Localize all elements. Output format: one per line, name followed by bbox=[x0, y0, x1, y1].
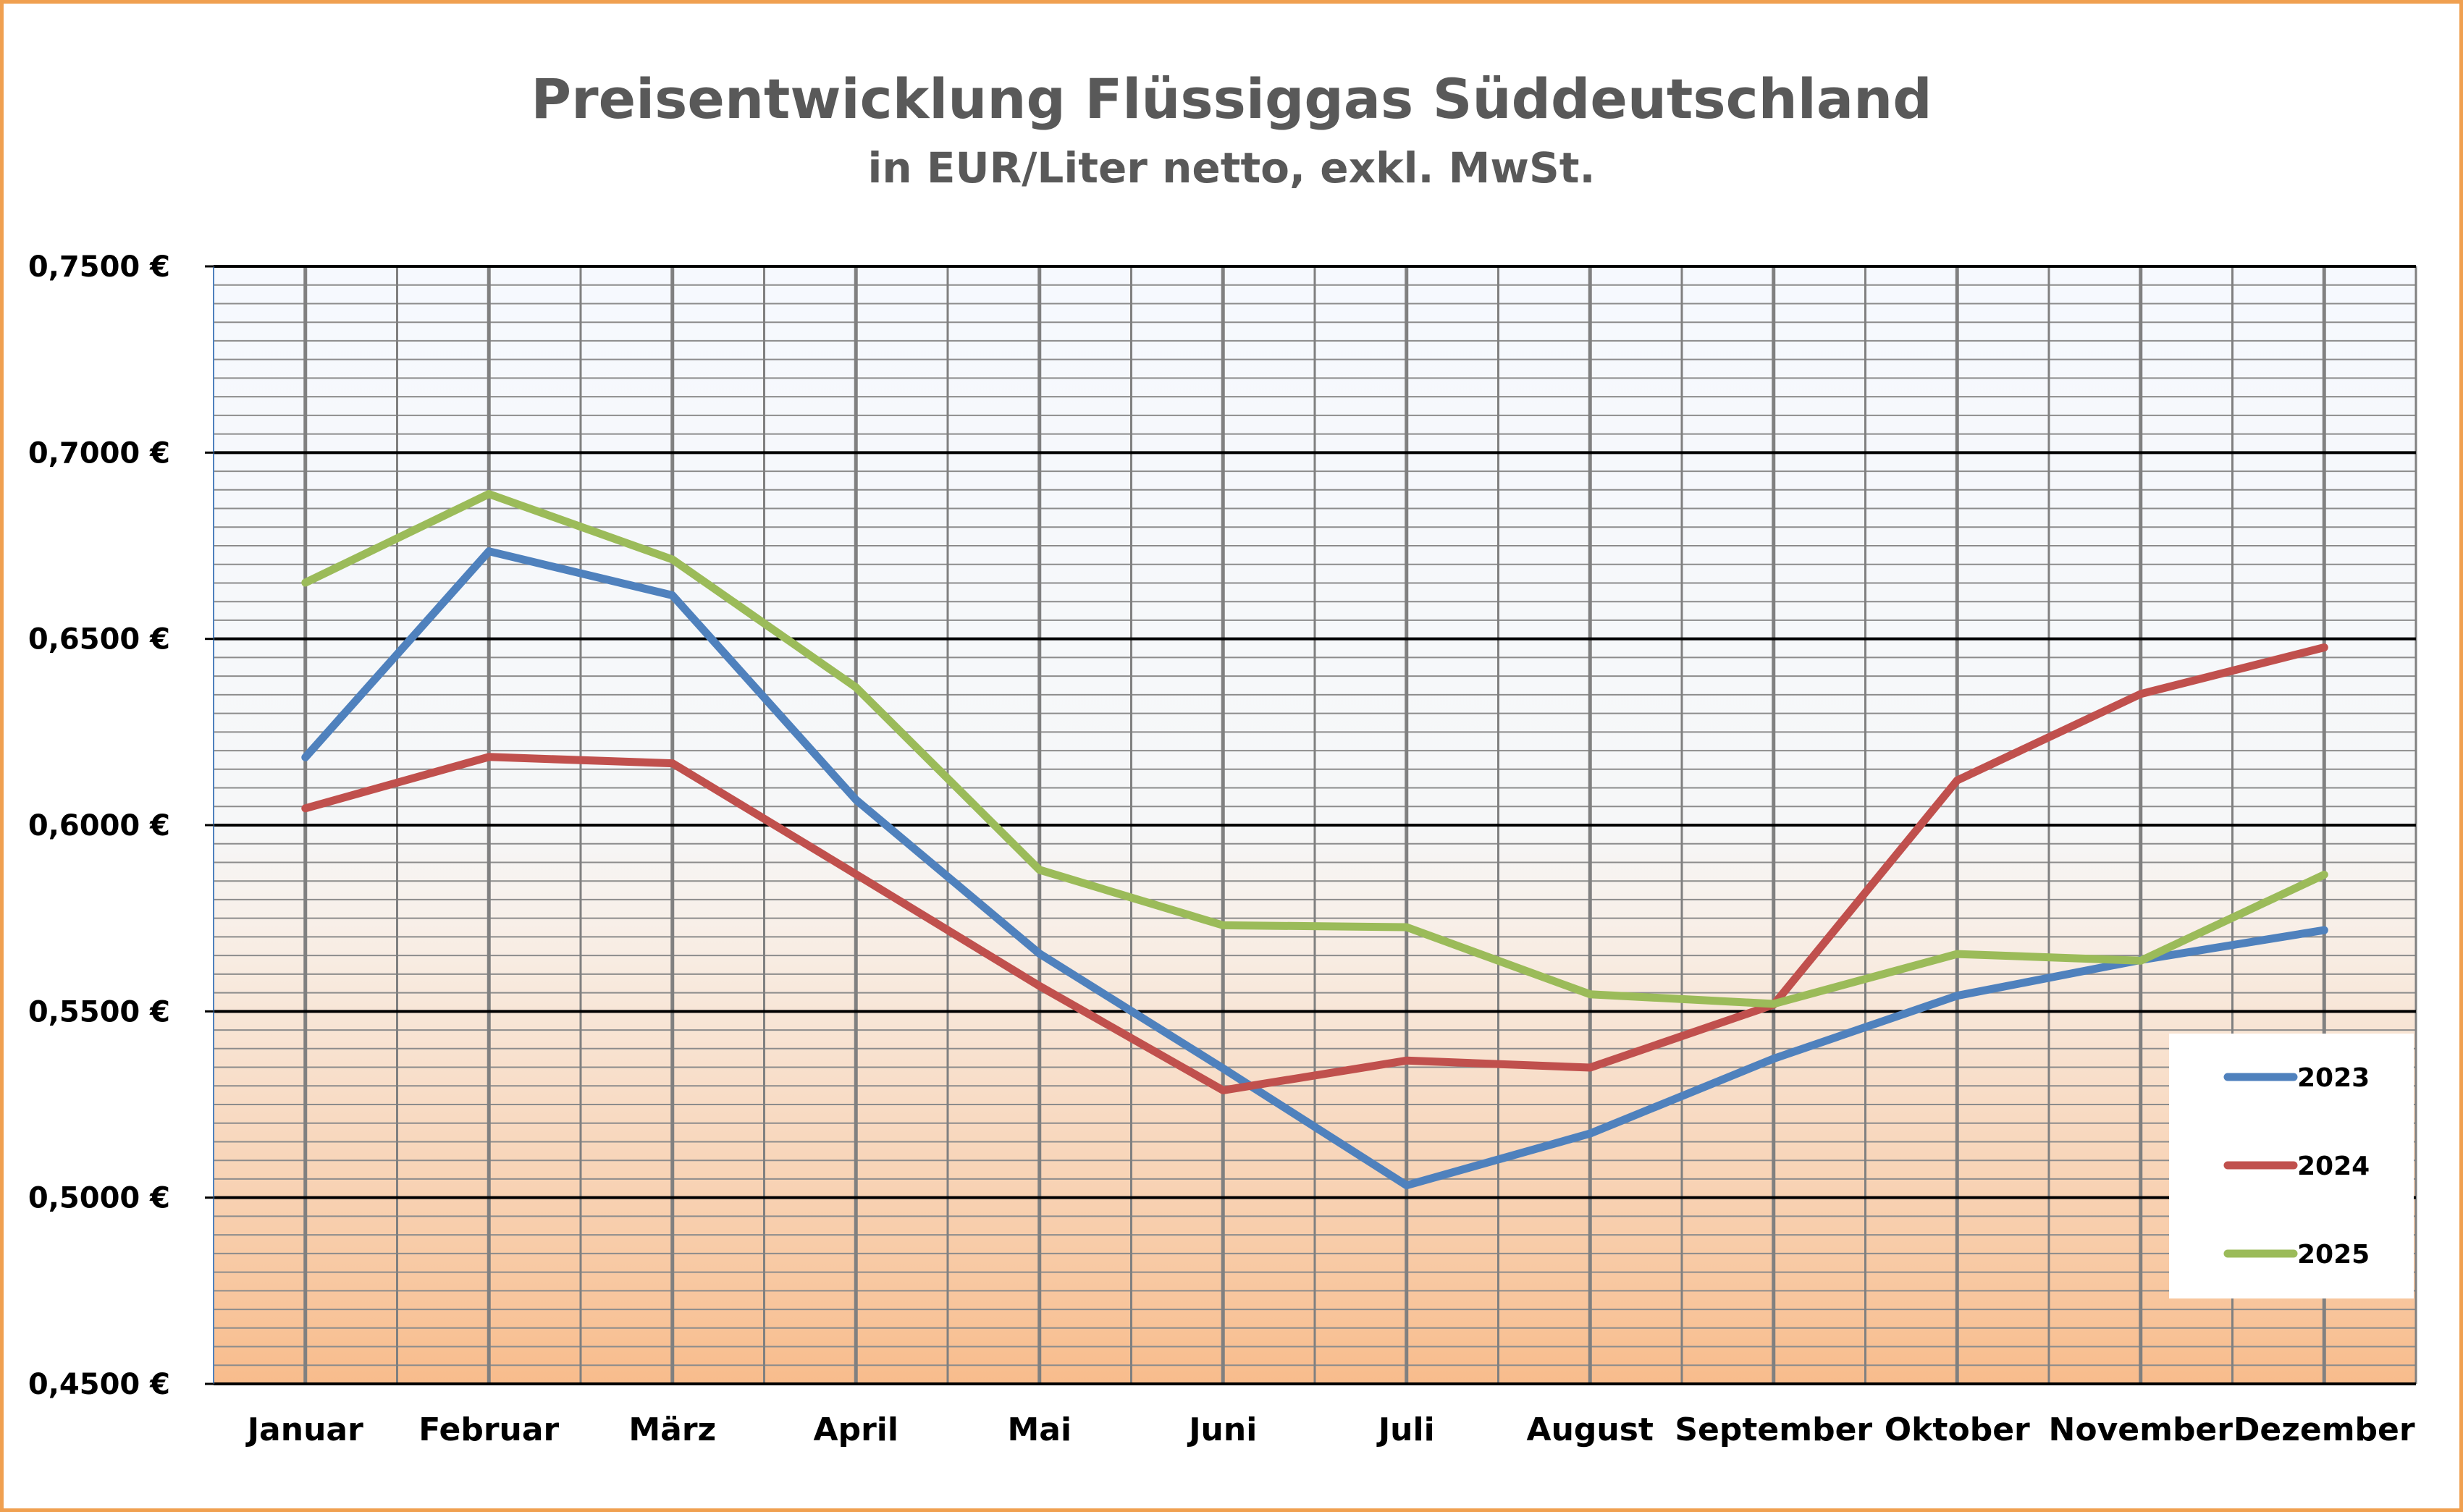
data-point-2023 bbox=[2323, 929, 2325, 931]
series-line-2023 bbox=[301, 547, 2328, 1190]
series-line-2025 bbox=[301, 490, 2328, 1008]
data-point-2024 bbox=[1222, 1089, 1224, 1091]
data-point-2025 bbox=[1039, 869, 1040, 871]
y-tick-label: 0,6000 € bbox=[28, 809, 170, 842]
x-tick-label: Juli bbox=[1376, 1411, 1435, 1448]
data-point-2023 bbox=[1222, 1068, 1224, 1069]
data-point-2025 bbox=[2140, 960, 2142, 961]
x-tick-label: Februar bbox=[418, 1411, 559, 1448]
data-point-2024 bbox=[305, 808, 306, 809]
x-axis-ticks: Januar Februar März April Mai Juni Juli August S… bbox=[245, 1411, 2415, 1448]
data-point-2023 bbox=[1039, 953, 1040, 955]
x-tick-label: September bbox=[1675, 1411, 1872, 1448]
chart-title: Preisentwicklung Flüssiggas Süddeutschla… bbox=[531, 67, 1932, 131]
data-point-2024 bbox=[1406, 1060, 1407, 1061]
data-point-2024 bbox=[1039, 985, 1040, 987]
data-point-2024 bbox=[1589, 1067, 1591, 1068]
data-point-2023 bbox=[1589, 1133, 1591, 1134]
x-tick-label: August bbox=[1527, 1411, 1654, 1448]
x-tick-label: Oktober bbox=[1885, 1411, 2030, 1448]
data-point-2023 bbox=[305, 756, 306, 758]
data-point-2024 bbox=[855, 874, 856, 875]
data-point-2025 bbox=[305, 582, 306, 583]
y-tick-label: 0,6500 € bbox=[28, 623, 170, 656]
chart-subtitle: in EUR/Liter netto, exkl. MwSt. bbox=[867, 143, 1596, 193]
data-point-2024 bbox=[1956, 780, 1958, 781]
data-point-2023 bbox=[1956, 995, 1958, 997]
series-lines bbox=[301, 490, 2328, 1190]
series-line-2024 bbox=[301, 643, 2328, 1094]
data-point-2024 bbox=[2140, 693, 2142, 695]
data-point-2024 bbox=[2323, 647, 2325, 649]
data-point-2025 bbox=[1222, 924, 1224, 926]
x-tick-label: März bbox=[628, 1411, 716, 1448]
data-point-2025 bbox=[1406, 926, 1407, 928]
data-point-2025 bbox=[1589, 994, 1591, 995]
data-point-2023 bbox=[672, 594, 673, 596]
x-tick-label: Juni bbox=[1187, 1411, 1257, 1448]
y-axis-ticks: 0,4500 € 0,5000 € 0,5500 € 0,6000 € 0,6500 €… bbox=[28, 250, 214, 1401]
x-tick-label: Dezember bbox=[2233, 1411, 2415, 1448]
data-point-2023 bbox=[488, 551, 489, 552]
y-tick-label: 0,4500 € bbox=[28, 1368, 170, 1401]
y-tick-label: 0,7000 € bbox=[28, 436, 170, 470]
legend-label-2025: 2025 bbox=[2297, 1240, 2370, 1270]
data-point-2025 bbox=[1773, 1003, 1774, 1005]
data-point-2023 bbox=[1773, 1058, 1774, 1060]
x-tick-label: Mai bbox=[1007, 1411, 1071, 1448]
data-point-2025 bbox=[488, 493, 489, 494]
legend: 2023 2024 2025 bbox=[2169, 1034, 2414, 1298]
data-point-2024 bbox=[488, 756, 489, 758]
data-point-2025 bbox=[672, 559, 673, 560]
x-tick-label: April bbox=[814, 1411, 898, 1448]
y-tick-label: 0,7500 € bbox=[28, 250, 170, 284]
data-point-2024 bbox=[672, 763, 673, 764]
y-tick-label: 0,5000 € bbox=[28, 1182, 170, 1215]
data-point-2023 bbox=[1406, 1185, 1407, 1186]
data-point-2025 bbox=[855, 687, 856, 688]
major-gridlines bbox=[214, 265, 2416, 1385]
x-tick-label: Januar bbox=[245, 1411, 363, 1448]
legend-label-2023: 2023 bbox=[2297, 1063, 2370, 1093]
y-tick-label: 0,5500 € bbox=[28, 995, 170, 1029]
data-point-2025 bbox=[2323, 874, 2325, 875]
legend-label-2024: 2024 bbox=[2297, 1152, 2370, 1181]
data-point-2025 bbox=[1956, 953, 1958, 955]
data-point-2023 bbox=[855, 799, 856, 801]
x-tick-label: November bbox=[2049, 1411, 2233, 1448]
